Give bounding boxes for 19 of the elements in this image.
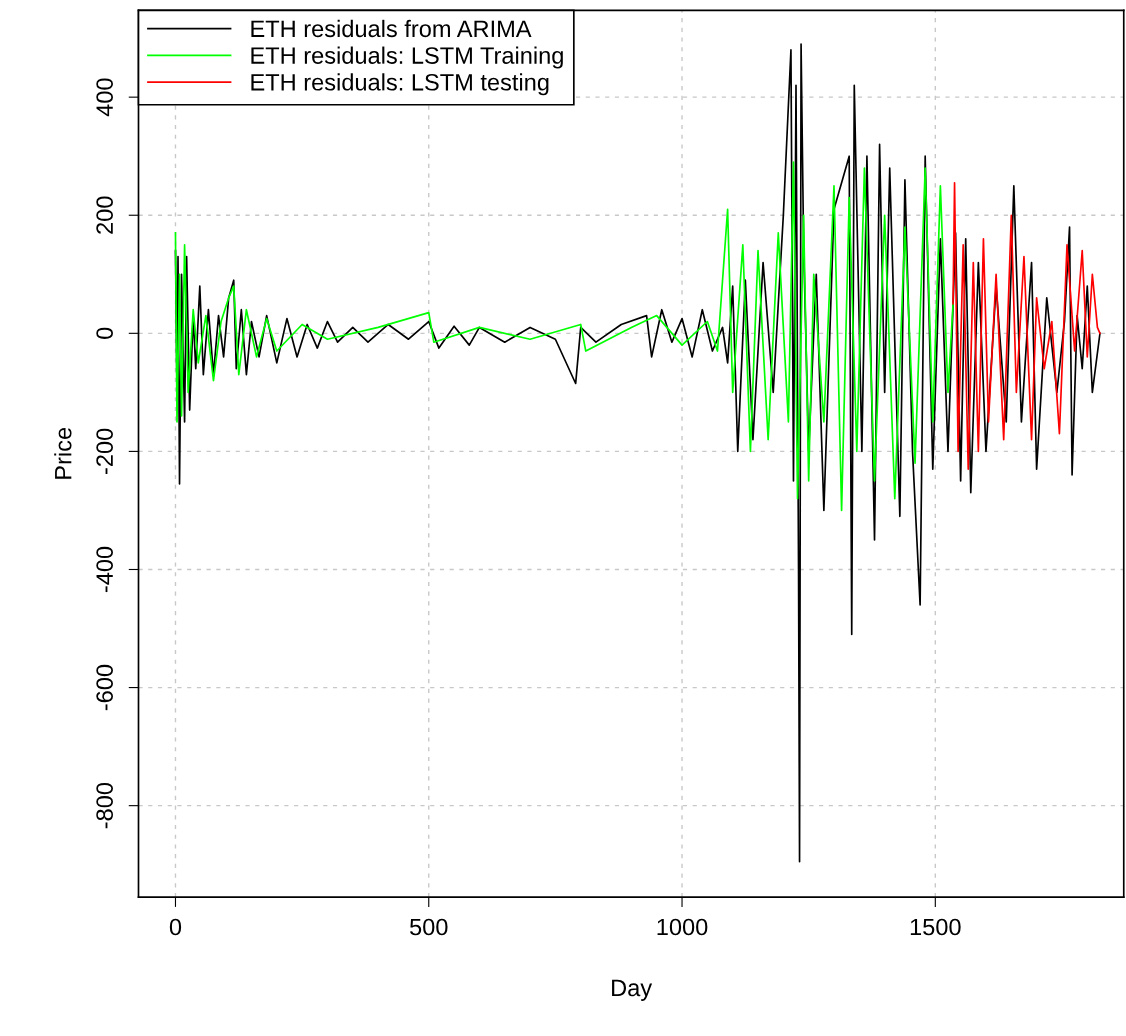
x-tick-label: 500 [410, 918, 448, 936]
line-series [952, 181, 1101, 470]
legend-label: ETH residuals from ARIMA [251, 19, 532, 38]
y-tick-label: -200 [96, 428, 113, 474]
x-tick-label: 1000 [657, 918, 708, 936]
y-tick-label: 400 [96, 78, 113, 117]
y-tick-label: -600 [96, 664, 113, 711]
y-tick-label: -400 [96, 546, 113, 593]
line-series [174, 43, 1101, 863]
x-tick-label: 1500 [910, 918, 961, 936]
y-tick-label: 0 [96, 327, 113, 339]
line-series [174, 161, 954, 512]
x-tick-label: 0 [169, 918, 182, 936]
x-axis-title: Day [612, 979, 653, 1001]
y-tick-label: 200 [96, 196, 113, 234]
y-axis-title: Price [54, 427, 72, 479]
legend-label: ETH residuals: LSTM testing [251, 73, 549, 96]
legend-label: ETH residuals: LSTM Training [251, 46, 563, 69]
y-tick-label: -800 [96, 782, 113, 829]
